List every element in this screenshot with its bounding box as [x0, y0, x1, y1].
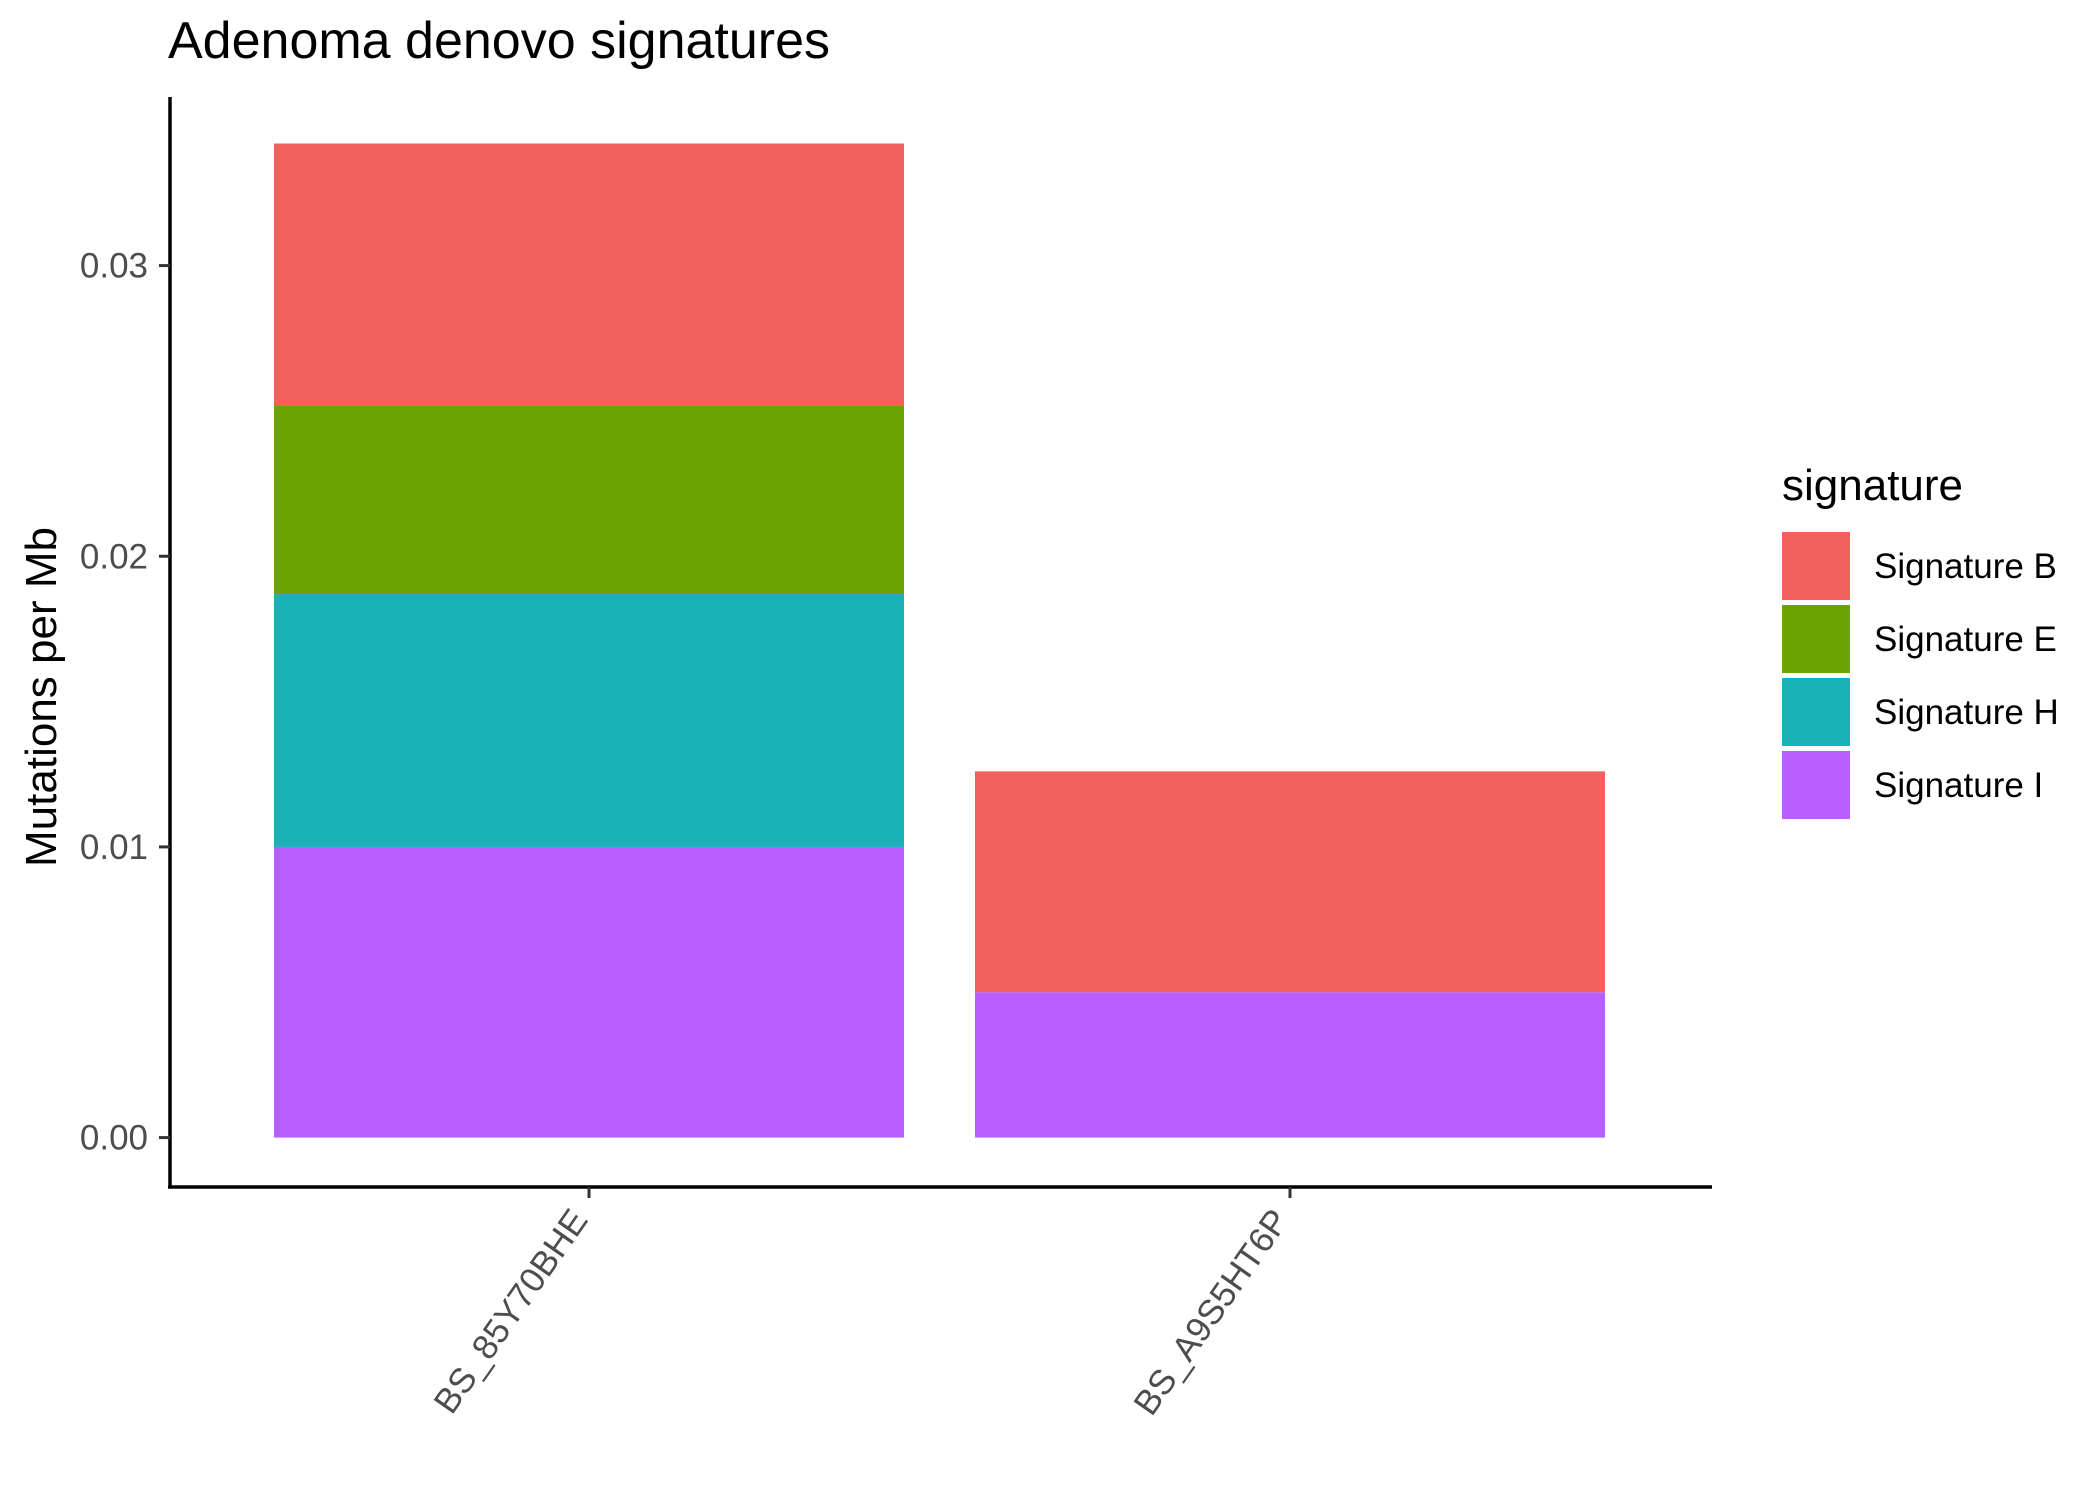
- legend-label: Signature I: [1874, 766, 2043, 805]
- y-axis-title: Mutations per Mb: [17, 527, 66, 867]
- bar-segment-signature-h: [274, 594, 904, 847]
- legend-label: Signature B: [1874, 547, 2057, 586]
- legend-key: [1782, 532, 1850, 600]
- bar-segment-signature-e: [274, 405, 904, 595]
- bar-segment-signature-b: [975, 771, 1605, 993]
- y-tick-label: 0.03: [80, 247, 148, 286]
- legend-label: Signature H: [1874, 693, 2059, 732]
- legend-key: [1782, 605, 1850, 673]
- legend-title: signature: [1782, 461, 1963, 510]
- y-tick-label: 0.01: [80, 828, 148, 867]
- bar-segment-signature-i: [975, 992, 1605, 1138]
- y-tick-label: 0.02: [80, 537, 148, 576]
- legend-label: Signature E: [1874, 620, 2057, 659]
- bar-segment-signature-b: [274, 143, 904, 406]
- legend-key: [1782, 751, 1850, 819]
- bar-layer: [274, 143, 1605, 1138]
- legend-items: Signature B Signature E Signature H Signatu…: [1782, 532, 2059, 819]
- y-tick-label: 0.00: [80, 1119, 148, 1158]
- y-axis-ticks: 0.00 0.01 0.02 0.03: [80, 247, 170, 1158]
- chart-title: Adenoma denovo signatures: [168, 12, 830, 70]
- legend-key: [1782, 678, 1850, 746]
- bar-segment-signature-i: [274, 846, 904, 1138]
